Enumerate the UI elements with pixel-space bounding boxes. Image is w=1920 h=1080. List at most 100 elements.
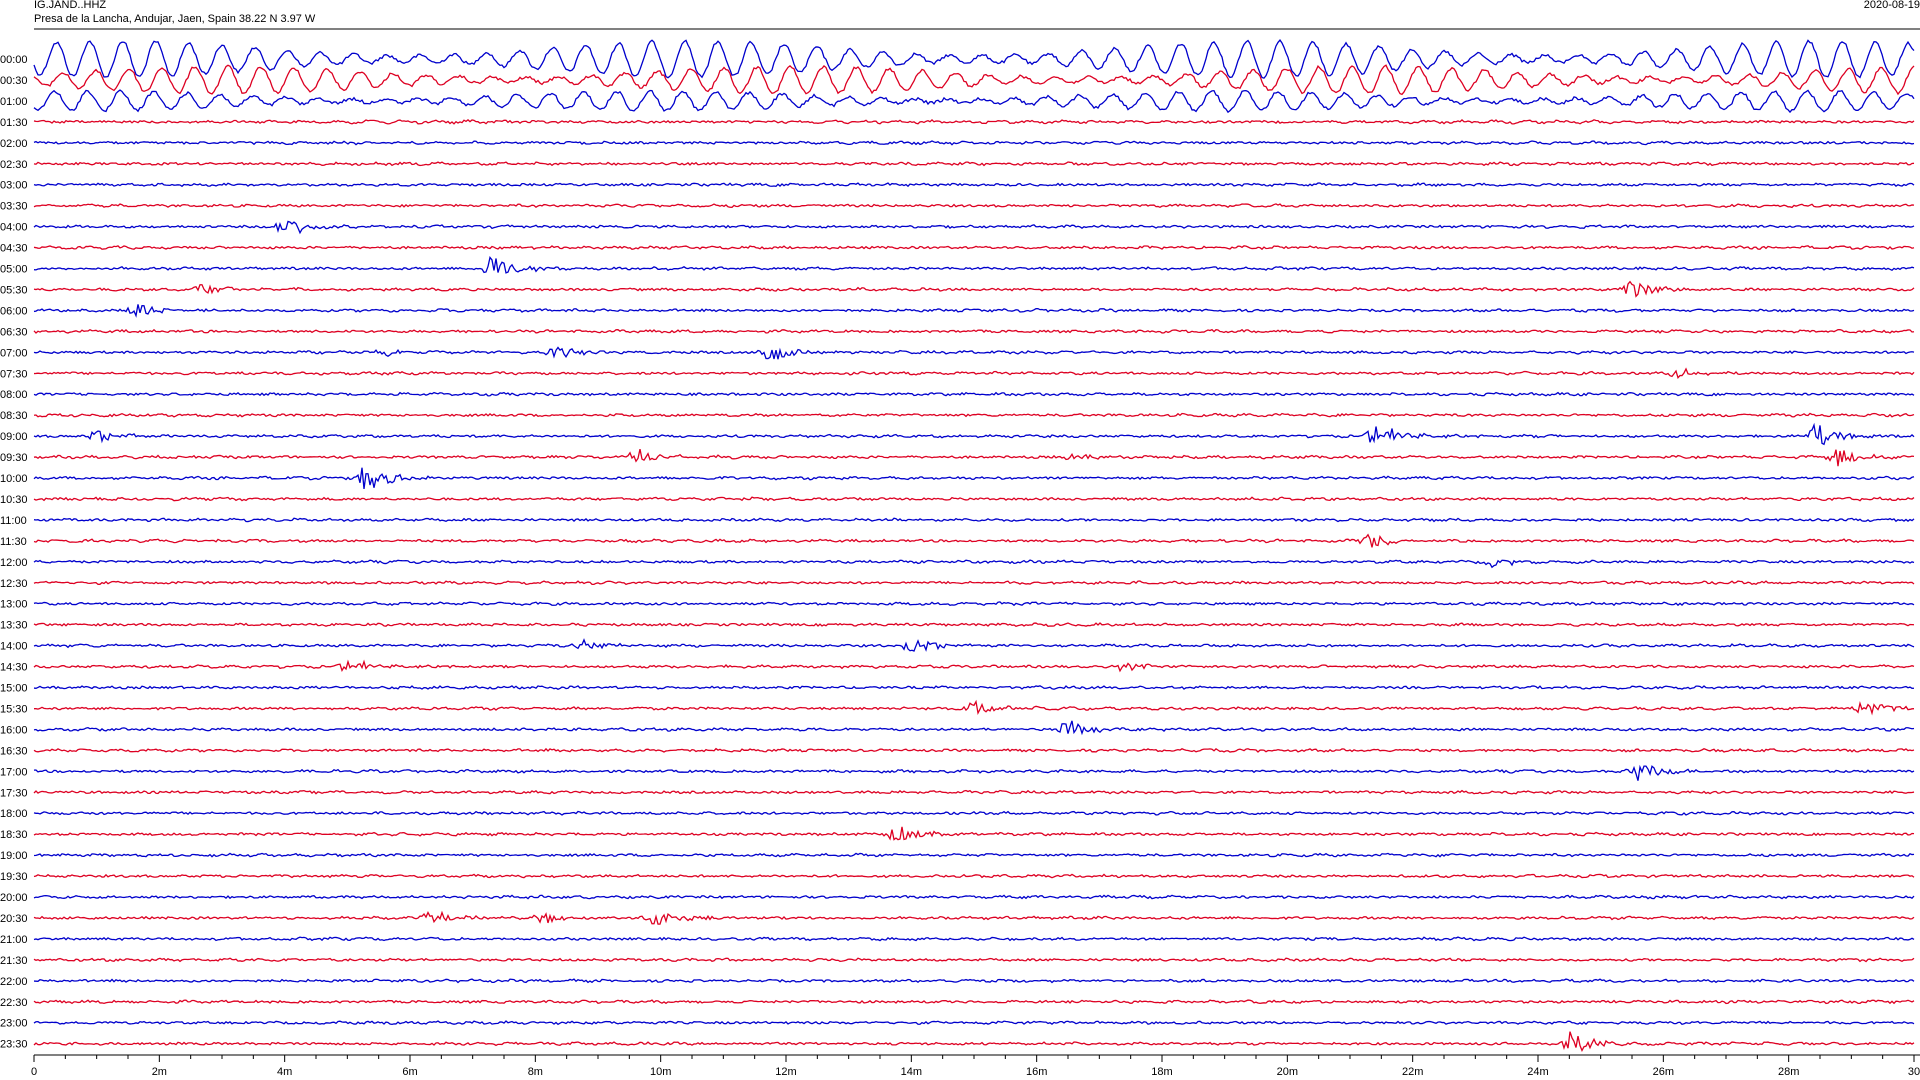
x-tick-label: 28m bbox=[1778, 1066, 1799, 1078]
x-tick-label: 0 bbox=[31, 1066, 37, 1078]
row-time-label: 15:30 bbox=[0, 703, 28, 715]
trace-line bbox=[33, 140, 1915, 146]
row-time-label: 15:00 bbox=[0, 683, 28, 695]
trace-line bbox=[33, 810, 1915, 816]
trace-line bbox=[33, 699, 1915, 716]
trace-line bbox=[33, 1031, 1915, 1053]
trace-line bbox=[33, 256, 1915, 274]
row-time-label: 01:30 bbox=[0, 117, 28, 129]
trace-line bbox=[33, 999, 1915, 1005]
trace-line bbox=[33, 304, 1915, 318]
trace-line bbox=[33, 789, 1915, 795]
trace-line bbox=[33, 978, 1915, 984]
row-time-label: 05:30 bbox=[0, 284, 28, 296]
station-location: Presa de la Lancha, Andujar, Jaen, Spain… bbox=[34, 13, 316, 25]
row-time-label: 06:30 bbox=[0, 326, 28, 338]
row-time-label: 18:00 bbox=[0, 808, 28, 820]
trace-line bbox=[33, 203, 1915, 209]
x-tick-label: 26m bbox=[1653, 1066, 1674, 1078]
trace-line bbox=[33, 638, 1915, 652]
row-time-label: 16:00 bbox=[0, 724, 28, 736]
x-tick-label: 20m bbox=[1277, 1066, 1298, 1078]
trace-line bbox=[33, 367, 1915, 380]
trace-line bbox=[33, 559, 1915, 569]
row-time-label: 16:30 bbox=[0, 745, 28, 757]
station-id: IG.JAND..HHZ bbox=[34, 0, 107, 11]
row-time-label: 08:30 bbox=[0, 410, 28, 422]
row-time-label: 17:30 bbox=[0, 787, 28, 799]
trace-line bbox=[33, 852, 1915, 858]
x-tick-label: 8m bbox=[528, 1066, 543, 1078]
row-time-label: 13:00 bbox=[0, 599, 28, 611]
trace-line bbox=[33, 119, 1915, 125]
trace-line bbox=[33, 517, 1915, 523]
row-time-label: 22:30 bbox=[0, 997, 28, 1009]
trace-line bbox=[33, 220, 1915, 235]
x-tick-label: 14m bbox=[901, 1066, 922, 1078]
trace-line bbox=[33, 622, 1915, 627]
row-time-label: 19:00 bbox=[0, 850, 28, 862]
row-time-label: 17:00 bbox=[0, 766, 28, 778]
trace-line bbox=[33, 720, 1915, 736]
x-tick-label: 6m bbox=[402, 1066, 417, 1078]
row-time-label: 14:00 bbox=[0, 641, 28, 653]
trace-line bbox=[33, 496, 1915, 502]
trace-line bbox=[33, 1020, 1915, 1026]
trace-line bbox=[33, 448, 1915, 467]
row-time-label: 00:30 bbox=[0, 75, 28, 87]
row-time-label: 01:00 bbox=[0, 96, 28, 108]
row-time-label: 09:30 bbox=[0, 452, 28, 464]
row-time-label: 21:00 bbox=[0, 934, 28, 946]
row-time-label: 07:00 bbox=[0, 347, 28, 359]
row-time-label: 06:00 bbox=[0, 305, 28, 317]
trace-line bbox=[33, 894, 1915, 900]
trace-line bbox=[33, 39, 1915, 79]
trace-line bbox=[33, 328, 1915, 334]
x-tick-label: 4m bbox=[277, 1066, 292, 1078]
row-time-label: 05:00 bbox=[0, 264, 28, 276]
trace-line bbox=[33, 685, 1915, 690]
trace-line bbox=[33, 826, 1915, 841]
trace-line bbox=[33, 280, 1915, 298]
row-time-label: 14:30 bbox=[0, 662, 28, 674]
trace-line bbox=[33, 533, 1915, 548]
row-time-label: 04:30 bbox=[0, 243, 28, 255]
trace-line bbox=[33, 764, 1915, 781]
trace-line bbox=[33, 161, 1915, 167]
trace-line bbox=[33, 245, 1915, 251]
trace-line bbox=[33, 659, 1915, 673]
row-time-label: 20:30 bbox=[0, 913, 28, 925]
trace-line bbox=[33, 412, 1915, 418]
row-time-label: 04:00 bbox=[0, 222, 28, 234]
row-time-label: 02:00 bbox=[0, 138, 28, 150]
trace-line bbox=[33, 873, 1915, 879]
row-time-label: 10:30 bbox=[0, 494, 28, 506]
row-time-label: 03:00 bbox=[0, 180, 28, 192]
row-time-label: 11:00 bbox=[0, 515, 27, 527]
row-time-label: 12:00 bbox=[0, 557, 28, 569]
trace-line bbox=[33, 422, 1915, 446]
row-time-label: 10:00 bbox=[0, 473, 28, 485]
x-tick-label: 16m bbox=[1026, 1066, 1047, 1078]
row-time-label: 00:00 bbox=[0, 54, 28, 66]
row-time-label: 22:00 bbox=[0, 976, 28, 988]
trace-line bbox=[33, 936, 1915, 942]
row-time-label: 02:30 bbox=[0, 159, 28, 171]
trace-line bbox=[33, 601, 1915, 607]
trace-line bbox=[33, 346, 1915, 360]
row-time-label: 09:00 bbox=[0, 431, 28, 443]
row-time-label: 07:30 bbox=[0, 368, 28, 380]
row-time-label: 18:30 bbox=[0, 829, 28, 841]
trace-line bbox=[33, 747, 1915, 753]
row-time-label: 23:00 bbox=[0, 1018, 28, 1030]
trace-line bbox=[33, 910, 1915, 925]
trace-line bbox=[33, 467, 1915, 490]
row-time-label: 21:30 bbox=[0, 955, 28, 967]
trace-line bbox=[33, 957, 1915, 963]
x-tick-label: 12m bbox=[775, 1066, 796, 1078]
trace-line bbox=[33, 182, 1915, 188]
row-time-label: 12:30 bbox=[0, 578, 28, 590]
row-time-label: 13:30 bbox=[0, 620, 28, 632]
x-tick-label: 30 bbox=[1908, 1066, 1920, 1078]
